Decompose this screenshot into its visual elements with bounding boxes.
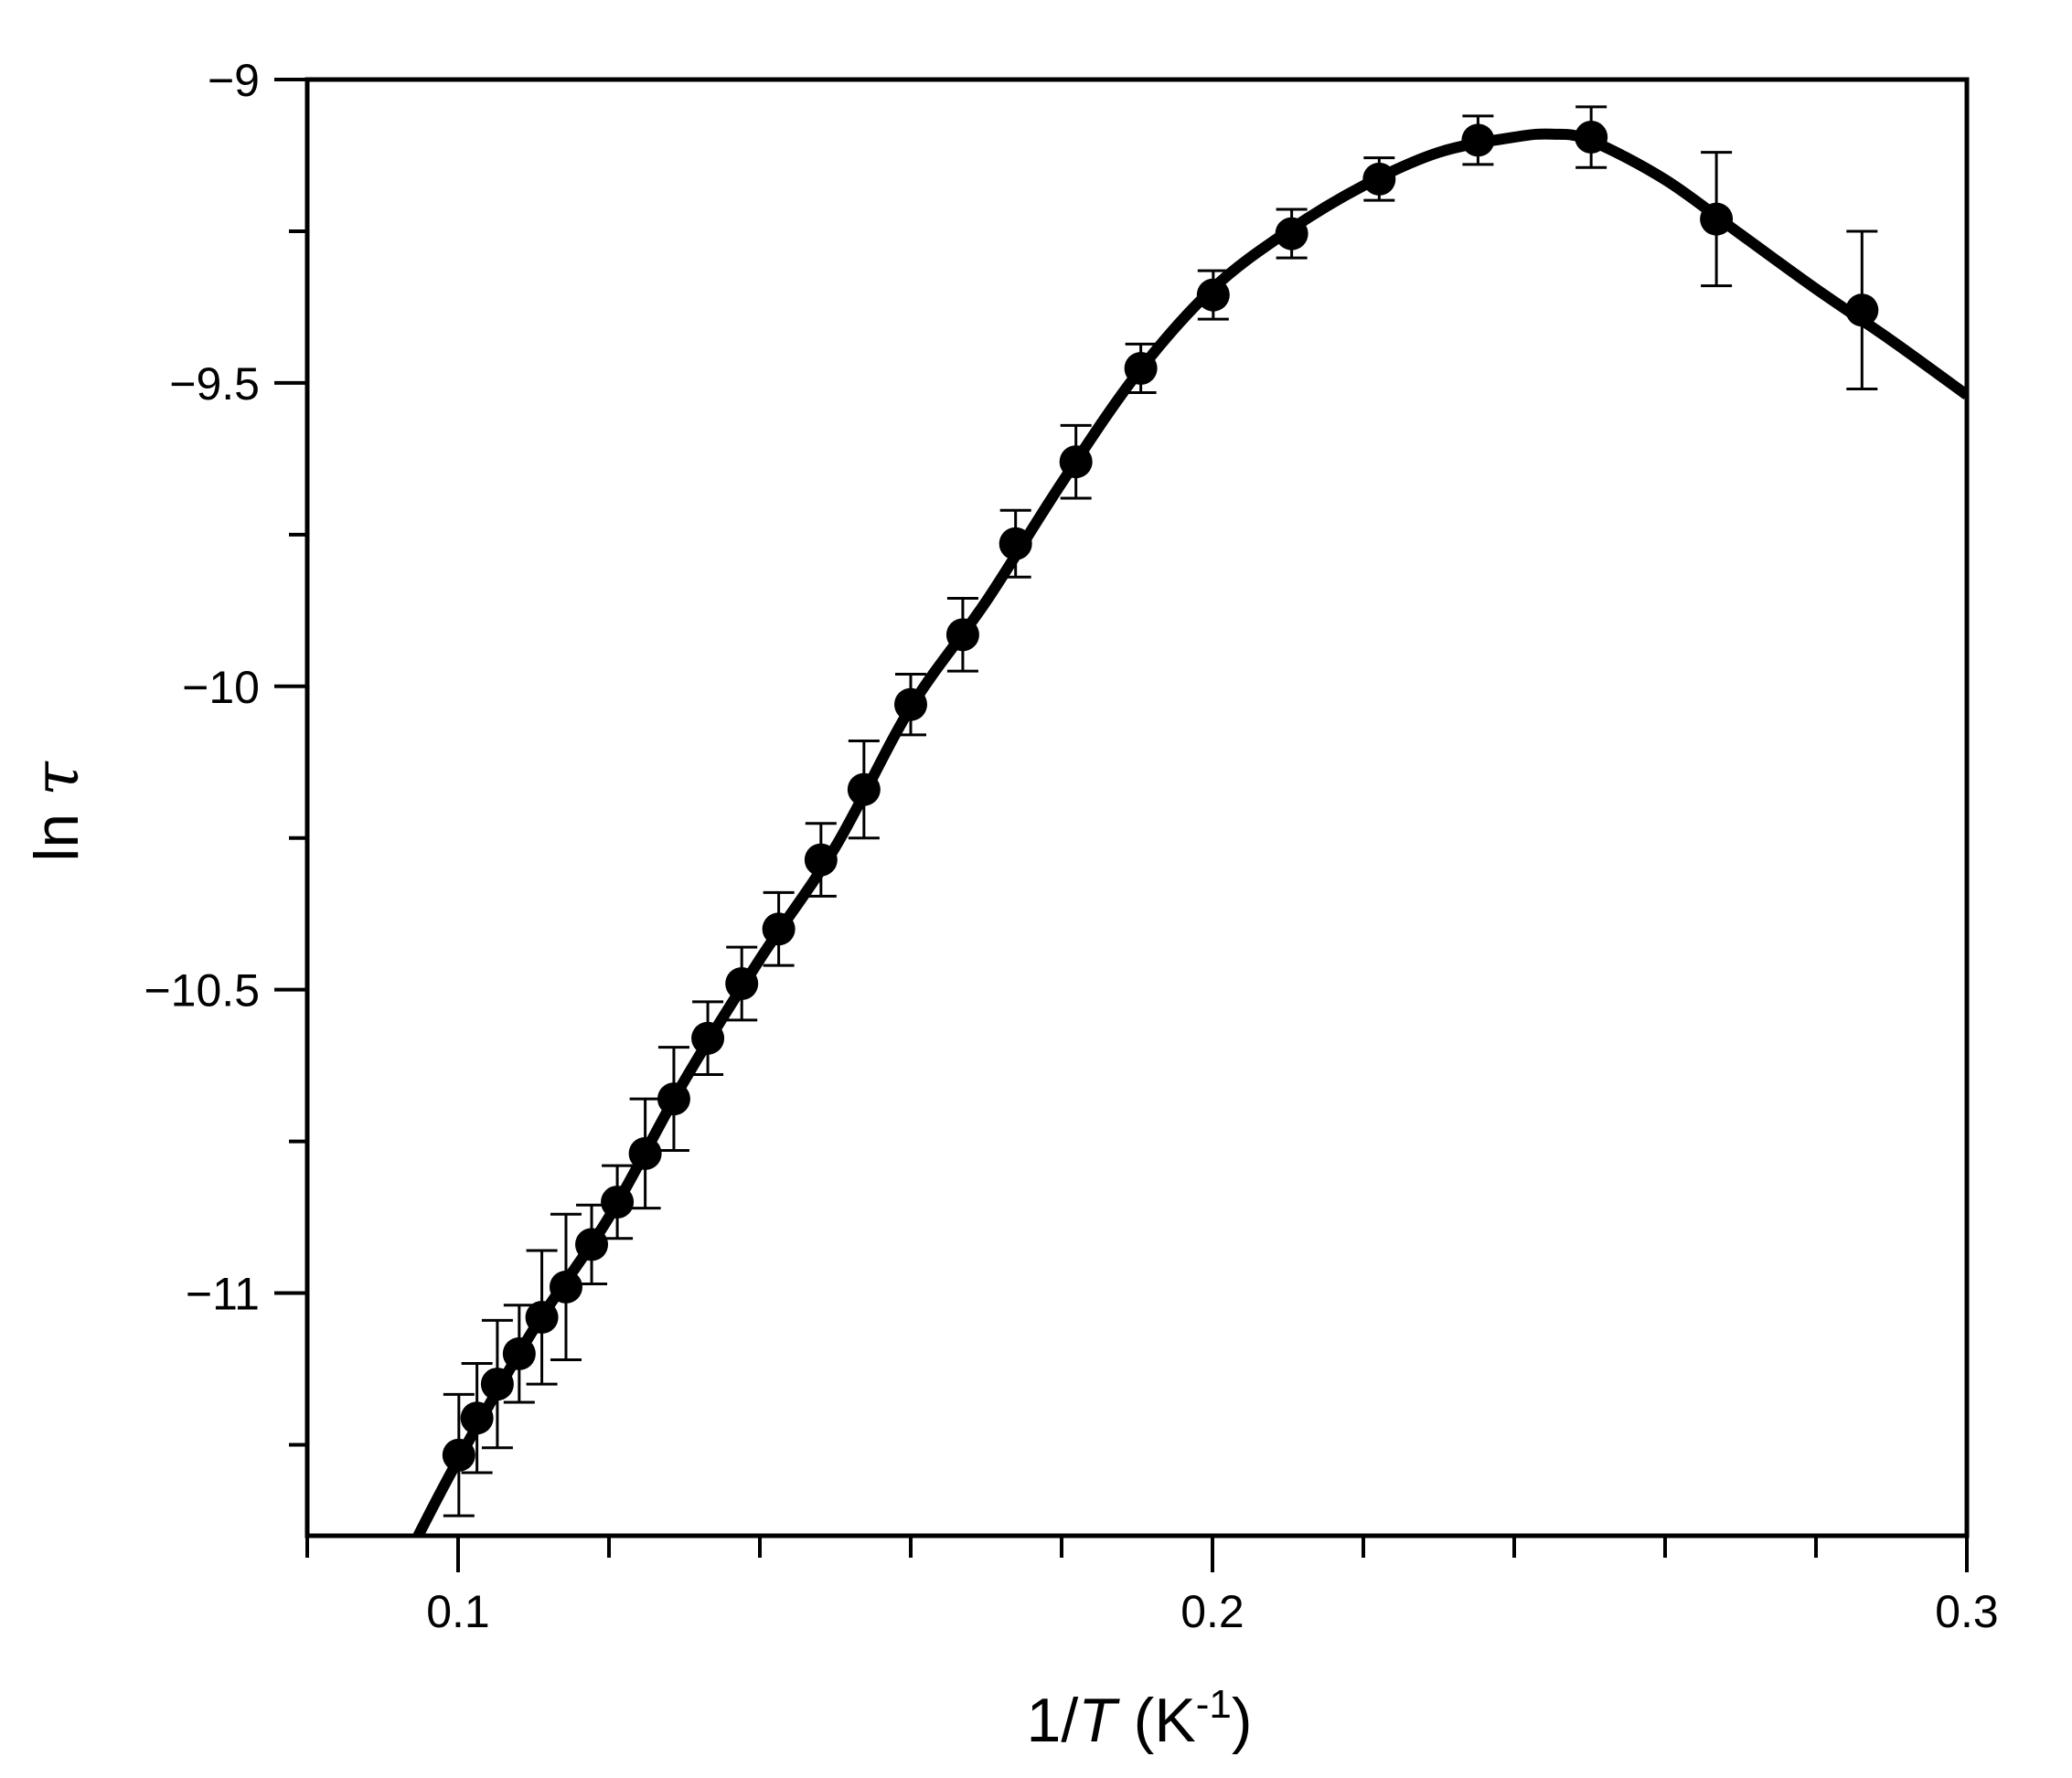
data-point	[601, 1185, 635, 1219]
data-point	[1059, 445, 1093, 479]
data-point	[1461, 123, 1495, 157]
data-point	[1275, 217, 1308, 250]
data-point	[442, 1438, 475, 1472]
data-point	[1845, 293, 1879, 327]
data-point	[1700, 202, 1734, 236]
x-axis-title-superscript: -1	[1196, 1682, 1232, 1727]
data-points	[442, 121, 1879, 1472]
x-tick-label: 0.2	[1180, 1586, 1244, 1637]
data-point	[549, 1270, 582, 1304]
data-point	[804, 843, 838, 877]
y-tick-label: −9.5	[169, 358, 260, 410]
y-tick-label: −10.5	[144, 965, 260, 1017]
data-point	[525, 1301, 559, 1335]
data-point	[725, 966, 759, 1000]
y-tick-label: −11	[186, 1269, 260, 1320]
data-point	[575, 1228, 609, 1262]
data-point	[460, 1401, 494, 1435]
x-axis-title: 1/T (K-1)	[1027, 1682, 1253, 1755]
data-point	[480, 1368, 514, 1401]
y-axis-title-prefix: ln	[22, 796, 91, 862]
y-axis-title: ln τ	[21, 761, 93, 862]
data-point	[691, 1021, 725, 1055]
y-axis-title-variable: τ	[21, 761, 93, 796]
data-point	[628, 1136, 662, 1170]
x-tick-label: 0.1	[426, 1586, 490, 1637]
data-point	[1196, 278, 1230, 312]
data-point	[657, 1082, 690, 1116]
y-tick-label: −9	[208, 55, 260, 106]
y-tick-label: −10	[182, 662, 260, 713]
data-point	[502, 1336, 536, 1370]
fit-line	[412, 128, 1967, 1536]
x-tick-label: 0.3	[1935, 1586, 1999, 1637]
error-bars	[443, 105, 1878, 1517]
data-point	[847, 772, 881, 806]
x-axis-title-variable: T	[1078, 1686, 1120, 1755]
axes	[304, 77, 1970, 1538]
data-point	[1124, 351, 1158, 385]
data-point	[762, 912, 796, 946]
plot-frame	[304, 77, 1970, 1538]
data-point	[1362, 162, 1396, 196]
x-axis-title-close: )	[1232, 1686, 1253, 1755]
fit-curve	[412, 128, 1967, 1536]
x-axis-ticks: 0.1 0.2 0.3	[305, 1536, 1999, 1637]
data-point	[999, 527, 1032, 560]
x-axis-title-unit: (K	[1116, 1686, 1196, 1755]
data-point	[894, 687, 927, 721]
y-axis-ticks: −9 −9.5 −10 −10.5 −11	[144, 55, 307, 1447]
data-point	[945, 618, 979, 652]
x-axis-title-prefix: 1/	[1027, 1686, 1079, 1755]
data-point	[1575, 121, 1608, 154]
